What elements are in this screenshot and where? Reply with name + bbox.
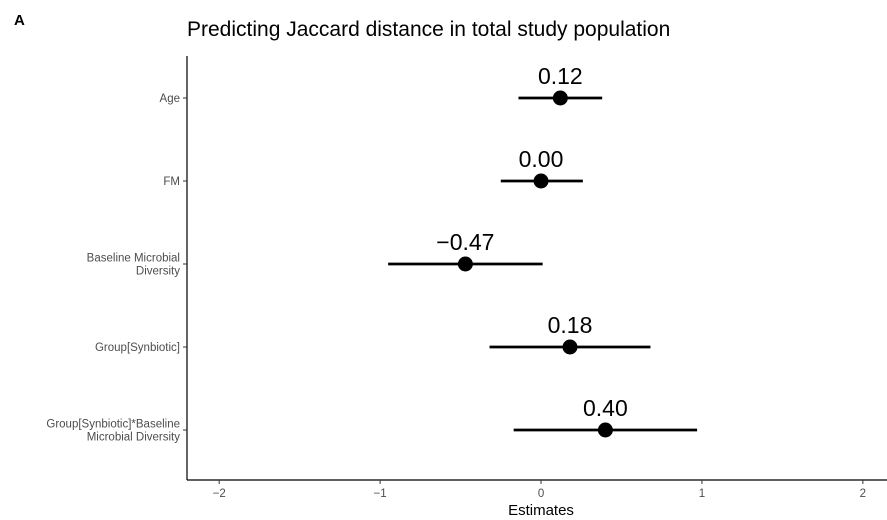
x-tick-label: 0	[538, 488, 544, 500]
estimate-value-label: 0.12	[538, 63, 583, 89]
estimate-value-label: 0.18	[548, 312, 593, 338]
x-tick-label: 1	[699, 488, 705, 500]
estimate-point	[562, 339, 578, 355]
x-tick-label: −1	[374, 488, 387, 500]
estimate-point	[597, 422, 613, 438]
y-tick-label: Group[Synbiotic]	[95, 342, 180, 354]
panel-letter: A	[14, 12, 25, 29]
estimate-value-label: −0.47	[436, 229, 494, 255]
estimate-value-label: 0.40	[583, 395, 628, 421]
y-tick-label: Baseline Microbial Diversity	[87, 253, 181, 278]
chart-title: Predicting Jaccard distance in total stu…	[187, 18, 670, 41]
x-tick-label: 2	[860, 488, 866, 500]
estimate-value-label: 0.00	[519, 146, 564, 172]
x-axis-title: Estimates	[508, 502, 574, 519]
y-tick-label: FM	[163, 176, 180, 188]
estimate-point	[533, 173, 549, 189]
x-tick-label: −2	[213, 488, 226, 500]
y-tick-label: Group[Synbiotic]*Baseline Microbial Diver…	[46, 419, 180, 444]
estimate-point	[457, 256, 473, 272]
estimate-point	[552, 90, 568, 106]
plot-area: −2 −1 0 1 2 Age 0.12 FM 0.00 Baseline Microbial Di…	[46, 56, 887, 500]
y-tick-label: Age	[160, 93, 180, 105]
